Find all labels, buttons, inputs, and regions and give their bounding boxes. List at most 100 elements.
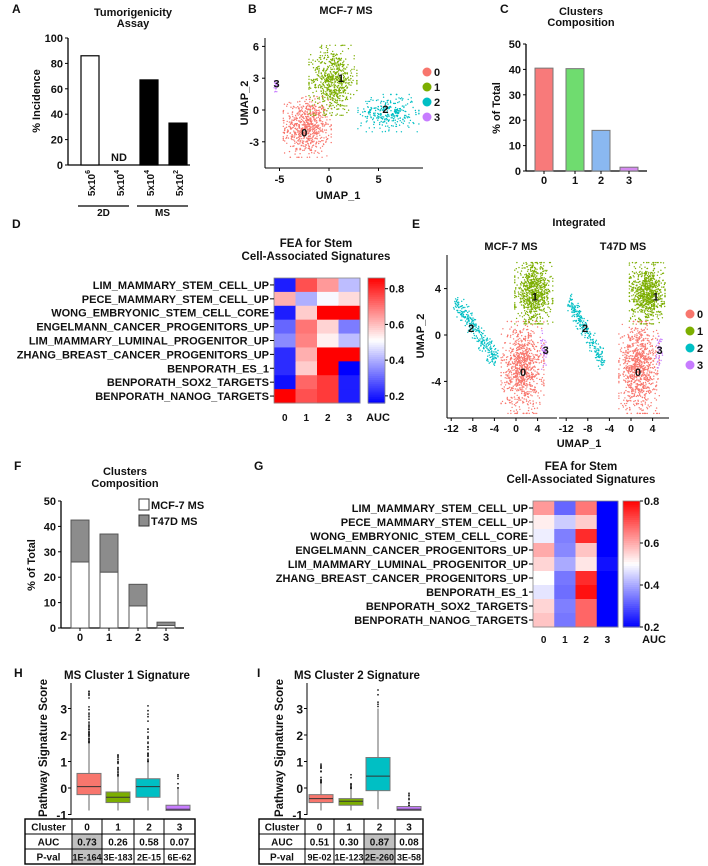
umap-point [309, 121, 311, 123]
colorbar-tick-label: 0.6 [389, 319, 404, 331]
umap-point [550, 275, 552, 278]
umap-point [331, 58, 334, 60]
umap-point [655, 350, 657, 352]
umap-point [533, 275, 535, 278]
umap-point [552, 299, 554, 302]
umap-point [518, 347, 520, 349]
umap-point [632, 368, 634, 370]
umap-point [658, 359, 660, 361]
umap-point [533, 356, 536, 358]
umap-point [620, 347, 623, 349]
umap-point [395, 98, 397, 100]
umap-point [332, 91, 334, 93]
umap-point [408, 122, 410, 124]
umap-point [529, 309, 531, 311]
umap-point [336, 85, 338, 88]
umap-point [336, 71, 339, 73]
umap-point [377, 99, 379, 101]
umap-point [523, 382, 525, 384]
umap-point [515, 296, 518, 298]
umap-point [379, 109, 381, 111]
umap-point [282, 112, 284, 114]
umap-point [532, 400, 534, 402]
umap-point [343, 76, 345, 79]
umap-point [306, 121, 309, 124]
umap-point [326, 119, 328, 121]
umap-point [645, 392, 647, 395]
umap-point [316, 74, 318, 76]
umap-point [318, 98, 320, 100]
umap-point [490, 342, 493, 344]
umap-point [510, 410, 512, 412]
umap-point [371, 131, 373, 133]
umap-point [646, 406, 648, 409]
umap-point [541, 340, 543, 342]
heatmap-cell [596, 613, 619, 628]
umap-point [530, 274, 533, 277]
colorbar-segment [368, 394, 385, 398]
umap-point [296, 137, 298, 139]
umap-point [528, 303, 530, 306]
umap-point [295, 124, 298, 126]
umap-point [343, 73, 345, 75]
umap-point [334, 89, 336, 91]
umap-point [631, 388, 633, 391]
umap-point [648, 375, 650, 377]
umap-point [317, 127, 319, 129]
colorbar-segment [368, 367, 385, 371]
heatmap-cell [554, 599, 576, 614]
umap-point [646, 360, 648, 362]
umap-point [324, 82, 327, 84]
umap-point [531, 291, 533, 294]
umap-point [517, 271, 519, 273]
umap-point [317, 75, 320, 77]
umap-point [650, 402, 652, 404]
umap-point [537, 373, 539, 375]
umap-point [312, 133, 314, 135]
umap-point [314, 123, 316, 126]
umap-point [296, 156, 298, 158]
umap-point [516, 394, 518, 397]
umap-point [342, 105, 344, 107]
umap-point [622, 359, 624, 361]
umap-point [529, 399, 531, 402]
umap-point [321, 121, 324, 123]
heatmap-cell [295, 319, 318, 335]
umap-point [533, 391, 535, 393]
umap-point [301, 110, 303, 113]
umap-point [527, 308, 529, 310]
colorbar-segment [623, 561, 640, 565]
heatmap-cell [575, 571, 598, 586]
umap-point [514, 305, 516, 307]
umap-point [536, 263, 539, 265]
umap-point [298, 107, 300, 109]
umap-point [514, 392, 516, 395]
umap-point [523, 367, 526, 369]
umap-point [418, 112, 420, 115]
umap-point [298, 132, 301, 135]
umap-point [315, 114, 317, 117]
umap-point [547, 323, 549, 325]
umap-point [456, 299, 459, 301]
umap-point [522, 412, 524, 415]
umap-point [329, 62, 332, 64]
umap-point [482, 340, 484, 342]
umap-point [501, 382, 503, 384]
umap-point [341, 95, 344, 97]
umap-point [505, 371, 507, 374]
umap-point [516, 401, 519, 403]
umap-point [326, 49, 328, 52]
umap-point [523, 370, 526, 372]
umap-point [633, 394, 635, 396]
umap-point [311, 138, 314, 140]
umap-point [542, 297, 544, 299]
heatmap-cell [533, 543, 555, 558]
heatmap-cell [338, 375, 361, 390]
umap-point [528, 296, 530, 298]
umap-point [487, 342, 489, 344]
umap-point [283, 131, 286, 134]
umap-point [283, 152, 286, 154]
umap-point [312, 123, 314, 125]
umap-point [333, 101, 336, 103]
umap-point [543, 297, 546, 300]
